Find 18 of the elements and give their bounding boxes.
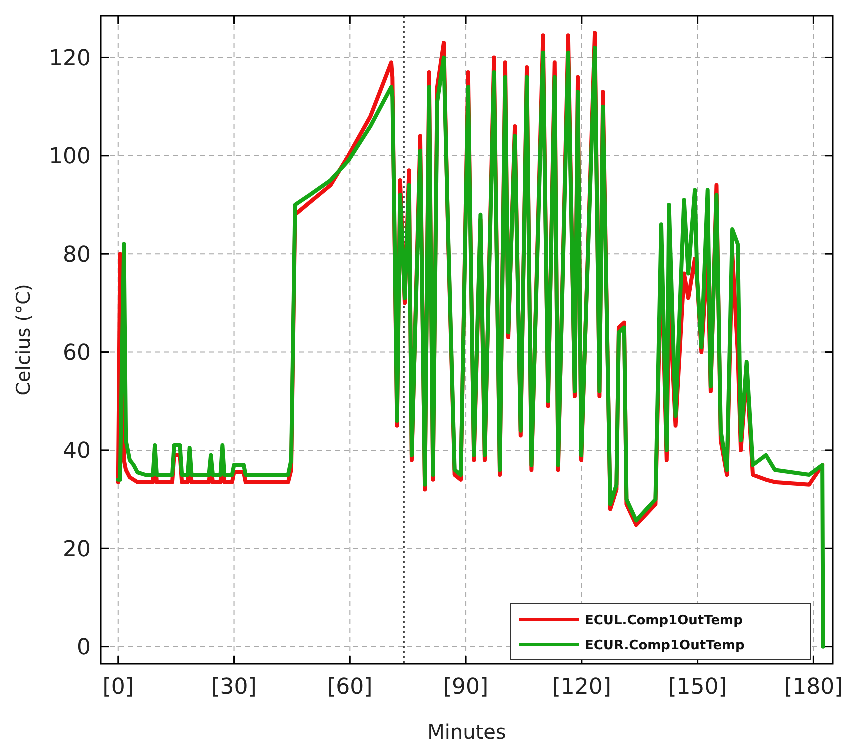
x-tick-label: [0] — [102, 675, 134, 700]
y-tick-label: 60 — [63, 340, 91, 366]
x-tick-label: [120] — [552, 675, 612, 700]
x-tick-label: [180] — [784, 675, 844, 700]
y-axis-title: Celcius (°C) — [13, 284, 35, 396]
x-axis-title: Minutes — [428, 720, 506, 744]
y-tick-label: 100 — [49, 144, 91, 170]
x-tick-label: [90] — [443, 675, 489, 700]
x-tick-label: [150] — [668, 675, 728, 700]
legend-label: ECUR.Comp1OutTemp — [585, 638, 745, 654]
y-tick-label: 120 — [49, 46, 91, 72]
y-tick-label: 40 — [63, 439, 91, 464]
x-tick-label: [60] — [328, 675, 373, 700]
x-tick-label: [30] — [212, 675, 257, 700]
legend-label: ECUL.Comp1OutTemp — [585, 614, 743, 629]
y-tick-label: 0 — [77, 636, 91, 661]
y-tick-label: 80 — [63, 242, 91, 268]
y-tick-label: 20 — [63, 537, 91, 562]
